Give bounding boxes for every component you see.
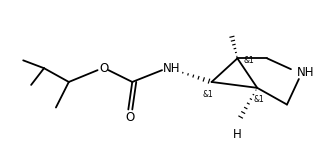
Text: &1: &1 bbox=[202, 90, 213, 99]
Text: O: O bbox=[126, 111, 135, 124]
Text: H: H bbox=[233, 128, 242, 141]
Text: &1: &1 bbox=[243, 56, 254, 65]
Text: NH: NH bbox=[163, 62, 180, 75]
Text: NH: NH bbox=[297, 66, 314, 79]
Text: O: O bbox=[99, 62, 108, 75]
Text: &1: &1 bbox=[254, 95, 264, 104]
